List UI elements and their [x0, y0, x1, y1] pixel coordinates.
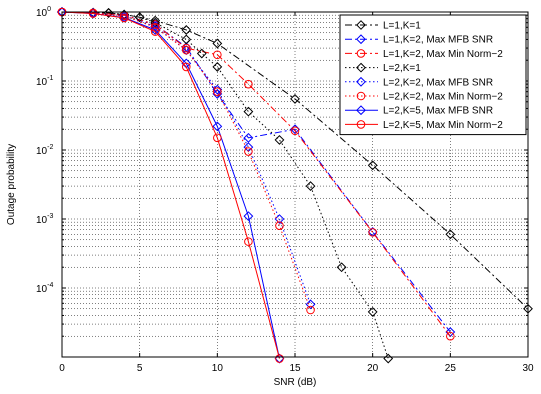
data-point [212, 121, 223, 132]
data-point [212, 89, 223, 99]
data-point [119, 13, 129, 23]
series-line [61, 11, 312, 305]
series-7 [57, 7, 285, 364]
data-point [336, 262, 347, 273]
data-point [243, 211, 254, 222]
data-point [290, 126, 300, 136]
legend-entry: L=1,K=2, Max MFB SNR [345, 34, 493, 46]
data-point [244, 237, 253, 246]
data-point [196, 48, 207, 59]
legend-entry: L=2,K=5, Max MFB SNR [345, 105, 493, 117]
legend-marker [356, 120, 366, 129]
legend-marker [356, 105, 366, 116]
data-point [244, 147, 253, 156]
data-point [305, 181, 316, 191]
legend-entry: L=1,K=1 [345, 20, 421, 32]
data-point [306, 305, 315, 315]
legend-label: L=2,K=2, Max MFB SNR [383, 77, 493, 88]
y-tick-label: 10-1 [36, 75, 53, 88]
x-tick-label: 10 [212, 363, 224, 374]
series-line [61, 11, 529, 310]
x-tick-label: 20 [367, 363, 379, 374]
legend: L=1,K=1 L=1,K=2, Max MFB SNR L=1,K=2, Max … [339, 14, 527, 136]
data-point [445, 327, 456, 337]
legend-label: L=1,K=1 [383, 21, 421, 32]
data-point [181, 25, 192, 35]
data-point [368, 228, 377, 237]
data-point [213, 133, 222, 143]
data-point [243, 132, 254, 143]
legend-entry: L=1,K=2, Max Min Norm−2 [345, 49, 503, 60]
x-tick-label: 5 [137, 363, 143, 374]
series-group [57, 7, 533, 364]
series-8 [57, 7, 284, 363]
legend-marker [356, 91, 366, 101]
y-tick-label: 100 [36, 6, 51, 19]
legend-label: L=1,K=2, Max Min Norm−2 [383, 49, 503, 60]
data-point [305, 299, 316, 310]
data-point [445, 229, 456, 240]
legend-label: L=2,K=1 [383, 63, 421, 74]
data-point [181, 34, 192, 45]
data-point [212, 62, 223, 72]
legend-box [339, 14, 527, 136]
x-axis-label: SNR (dB) [274, 377, 317, 388]
data-point [181, 62, 191, 72]
data-point [367, 160, 378, 171]
legend-marker [356, 76, 366, 87]
y-tick-label: 10-3 [36, 213, 53, 226]
legend-entry: L=2,K=1 [345, 62, 421, 74]
data-point [274, 214, 285, 224]
data-point [290, 94, 300, 104]
series-line [61, 11, 389, 359]
data-point [244, 79, 253, 89]
series-line [61, 11, 280, 359]
data-point [243, 106, 254, 117]
data-point [150, 17, 161, 28]
data-point [446, 331, 455, 341]
series-line [61, 11, 312, 311]
legend-label: L=2,K=5, Max Min Norm−2 [383, 120, 503, 131]
x-tick-label: 25 [445, 363, 457, 374]
data-point [274, 135, 285, 145]
series-6 [57, 7, 315, 315]
legend-entry: L=2,K=2, Max Min Norm−2 [345, 92, 503, 103]
data-point [150, 27, 160, 36]
legend-marker [356, 49, 366, 58]
legend-label: L=1,K=2, Max MFB SNR [383, 35, 493, 46]
y-axis-label: Outage probability [6, 144, 17, 225]
data-point [88, 9, 98, 18]
legend-entry: L=2,K=2, Max MFB SNR [345, 76, 493, 88]
series-5 [57, 7, 316, 310]
legend-label: L=2,K=2, Max Min Norm−2 [383, 92, 503, 103]
data-point [212, 38, 223, 49]
y-tick-label: 10-4 [36, 282, 53, 295]
legend-marker [356, 20, 366, 30]
data-point [213, 50, 222, 60]
legend-marker [356, 34, 366, 45]
data-point [275, 221, 284, 230]
data-point [367, 307, 378, 317]
data-point [383, 353, 394, 364]
x-tick-label: 15 [289, 363, 301, 374]
legend-marker [356, 62, 366, 73]
x-tick-label: 0 [59, 363, 65, 374]
data-point [213, 87, 222, 96]
x-tick-label: 30 [522, 363, 534, 374]
data-point [134, 12, 145, 23]
data-point [181, 45, 191, 55]
y-tick-label: 10-2 [36, 144, 53, 157]
legend-label: L=2,K=5, Max MFB SNR [383, 106, 493, 117]
data-point [275, 354, 284, 363]
series-line [61, 11, 451, 337]
legend-entry: L=2,K=5, Max Min Norm−2 [345, 120, 503, 131]
